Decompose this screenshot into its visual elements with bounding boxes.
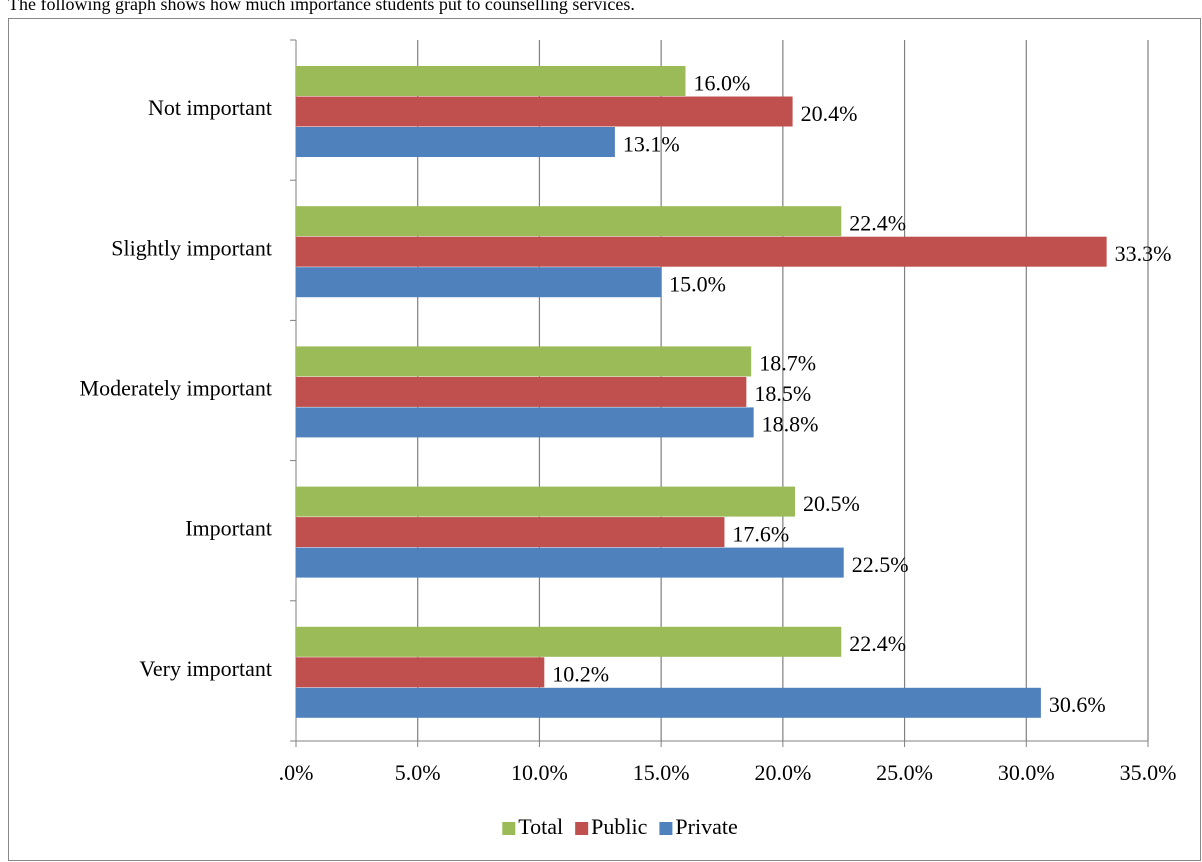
value-label: 20.4%	[801, 101, 858, 126]
bar	[296, 206, 842, 237]
y-tick-label: Important	[185, 516, 272, 541]
x-tick-label: 25.0%	[876, 760, 933, 785]
value-label: 18.8%	[762, 412, 819, 437]
x-tick-label: 30.0%	[998, 760, 1055, 785]
bar	[296, 346, 752, 377]
value-label: 33.3%	[1115, 241, 1172, 266]
bar	[296, 376, 747, 407]
y-tick-label: Slightly important	[111, 235, 272, 260]
value-label: 17.6%	[732, 521, 789, 546]
bar	[296, 66, 686, 96]
value-label: 13.1%	[623, 131, 680, 156]
bar	[296, 407, 754, 438]
value-label: 22.4%	[849, 631, 906, 656]
bar	[296, 687, 1041, 718]
x-tick-label: 5.0%	[395, 760, 441, 785]
x-tick-label: 15.0%	[633, 760, 690, 785]
legend-label: Total	[518, 814, 563, 839]
chart-border	[8, 18, 1201, 861]
value-label: 30.6%	[1049, 692, 1106, 717]
bar	[296, 236, 1107, 267]
legend-swatch	[659, 822, 673, 835]
value-label: 10.2%	[552, 662, 609, 687]
y-tick-label: Not important	[148, 95, 272, 120]
bar	[296, 626, 842, 657]
value-label: 20.5%	[803, 491, 860, 516]
chart-title: The following graph shows how much impor…	[8, 0, 635, 14]
y-tick-label: Moderately important	[80, 376, 272, 401]
value-label: 22.5%	[852, 552, 909, 577]
bar	[296, 657, 545, 688]
value-label: 16.0%	[693, 70, 750, 95]
bar	[296, 547, 844, 578]
legend-label: Private	[675, 814, 737, 839]
bar	[296, 517, 725, 548]
legend-swatch	[575, 822, 589, 835]
x-tick-label: .0%	[279, 760, 314, 785]
bar	[296, 127, 615, 157]
bar	[296, 96, 793, 127]
x-tick-label: 20.0%	[754, 760, 811, 785]
value-label: 15.0%	[669, 271, 726, 296]
bar	[296, 267, 662, 298]
legend-swatch	[502, 822, 516, 835]
value-label: 22.4%	[849, 210, 906, 235]
x-tick-label: 10.0%	[511, 760, 568, 785]
y-tick-label: Very important	[139, 656, 272, 681]
value-label: 18.5%	[754, 381, 811, 406]
bar	[296, 486, 796, 517]
legend-label: Public	[591, 814, 647, 839]
value-label: 18.7%	[759, 351, 816, 376]
x-tick-label: 35.0%	[1120, 760, 1177, 785]
